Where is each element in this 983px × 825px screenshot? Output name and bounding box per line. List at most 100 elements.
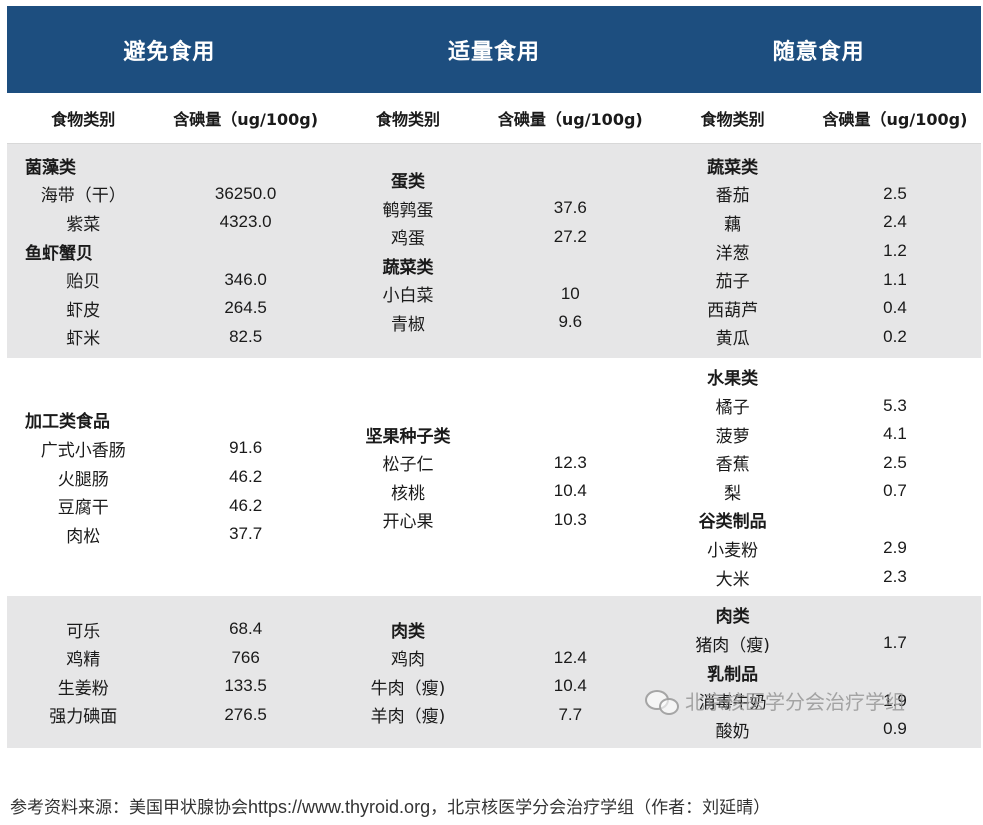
category-label: 鱼虾蟹贝: [7, 237, 332, 266]
food-row: 贻贝 346.0: [7, 265, 332, 294]
food-name: 松子仁: [382, 455, 434, 476]
iodine-value: 1.1: [883, 269, 907, 289]
category-label: 肉类: [332, 615, 657, 644]
iodine-value: 276.5: [224, 704, 267, 724]
band-column: 蔬菜类 番茄 2.5 藕 2.4 洋葱 1.2 茄子 1.1 西葫芦 0.4 黄瓜 0.2: [656, 144, 981, 358]
food-name: 豆腐干: [57, 498, 109, 519]
iodine-value: 766: [231, 647, 260, 667]
food-name: 开心果: [382, 512, 434, 533]
food-row: 可乐 68.4: [7, 615, 332, 644]
category-label: 水果类: [656, 363, 981, 392]
category-label: 谷类制品: [656, 506, 981, 535]
subheader-food-category: 食物类别: [375, 110, 440, 129]
table-band: 菌藻类 海带（干） 36250.0 紫菜 4323.0 鱼虾蟹贝 贻贝 346.0 虾皮 264.…: [7, 144, 981, 358]
category-text: 加工类食品: [25, 412, 110, 433]
food-row: 海带（干） 36250.0: [7, 180, 332, 209]
iodine-value: 2.9: [883, 538, 907, 558]
iodine-value: 46.2: [229, 495, 263, 515]
category-text: 肉类: [715, 607, 750, 628]
food-row: 紫菜 4323.0: [7, 208, 332, 237]
category-text: 鱼虾蟹贝: [25, 243, 93, 264]
food-row: 牛肉（瘦) 10.4: [332, 672, 657, 701]
header-moderate: 适量食用: [448, 39, 541, 65]
food-row: 鸡肉 12.4: [332, 643, 657, 672]
category-text: 乳制品: [707, 664, 759, 685]
iodine-value: 4.1: [883, 424, 907, 444]
food-name: 羊肉（瘦): [370, 707, 446, 728]
iodine-value: 0.2: [883, 326, 907, 346]
table-body: 菌藻类 海带（干） 36250.0 紫菜 4323.0 鱼虾蟹贝 贻贝 346.0 虾皮 264.…: [7, 144, 981, 748]
band-column: 坚果种子类 松子仁 12.3 核桃 10.4 开心果 10.3: [332, 358, 657, 596]
iodine-value: 0.7: [883, 481, 907, 501]
table-band: 加工类食品 广式小香肠 91.6 火腿肠 46.2 豆腐干 46.2 肉松 37.7 坚果种子类松…: [7, 358, 981, 596]
subheader-food-category: 食物类别: [51, 110, 116, 129]
food-name: 鸡蛋: [390, 229, 425, 250]
subheader-group: 食物类别 含碘量（ug/100g): [332, 93, 657, 143]
food-row: 鹌鹑蛋 37.6: [332, 194, 657, 223]
food-row: 小麦粉 2.9: [656, 534, 981, 563]
food-name: 小麦粉: [707, 540, 759, 561]
food-name: 虾米: [66, 329, 101, 350]
subheader-group: 食物类别 含碘量（ug/100g): [656, 93, 981, 143]
iodine-value: 2.5: [883, 452, 907, 472]
band-column: 菌藻类 海带（干） 36250.0 紫菜 4323.0 鱼虾蟹贝 贻贝 346.0 虾皮 264.…: [7, 144, 332, 358]
food-name: 可乐: [66, 621, 101, 642]
food-name: 猪肉（瘦): [695, 635, 770, 656]
band-column: 水果类 橘子 5.3 菠萝 4.1 香蕉 2.5 梨 0.7 谷类制品 小麦粉 2.9 大米 2.3: [656, 358, 981, 596]
iodine-value: 346.0: [224, 269, 267, 289]
food-row: 青椒 9.6: [332, 308, 657, 337]
food-name: 火腿肠: [57, 469, 109, 490]
food-name: 香蕉: [715, 455, 750, 476]
iodine-value: 10.4: [553, 676, 587, 696]
food-row: 菠萝 4.1: [656, 420, 981, 449]
category-label: 蛋类: [332, 165, 657, 194]
iodine-value: 10.3: [553, 509, 587, 529]
band-column: 肉类 猪肉（瘦) 1.7 乳制品 消毒牛奶 1.9 酸奶 0.9: [656, 596, 981, 748]
food-row: 大米 2.3: [656, 563, 981, 592]
band-column: 蛋类 鹌鹑蛋 37.6 鸡蛋 27.2 蔬菜类小白菜 10 青椒 9.6: [332, 144, 657, 358]
category-label: 蔬菜类: [332, 251, 657, 280]
subheader-group: 食物类别 含碘量（ug/100g): [7, 93, 332, 143]
iodine-table: 避免食用 适量食用 随意食用 食物类别 含碘量（ug/100g) 食物类别 含碘…: [7, 6, 981, 748]
food-name: 鸡肉: [390, 650, 425, 671]
iodine-value: 27.2: [553, 226, 587, 246]
category-label: 蔬菜类: [656, 151, 981, 180]
iodine-value: 10: [560, 283, 580, 303]
food-row: 洋葱 1.2: [656, 237, 981, 266]
food-row: 豆腐干 46.2: [7, 491, 332, 520]
food-name: 藕: [724, 214, 742, 235]
subheader-food-category: 食物类别: [700, 110, 765, 129]
food-row: 鸡精 766: [7, 643, 332, 672]
iodine-value: 133.5: [224, 676, 267, 696]
band-column: 肉类 鸡肉 12.4 牛肉（瘦) 10.4 羊肉（瘦) 7.7: [332, 596, 657, 748]
iodine-value: 2.3: [883, 567, 907, 587]
category-text: 谷类制品: [698, 512, 767, 533]
category-label: 坚果种子类: [332, 420, 657, 449]
food-row: 橘子 5.3: [656, 391, 981, 420]
category-text: 菌藻类: [25, 157, 76, 178]
iodine-value: 46.2: [229, 467, 263, 486]
header-avoid: 避免食用: [123, 39, 216, 65]
food-name: 鹌鹑蛋: [382, 200, 434, 221]
category-text: 肉类: [390, 621, 425, 642]
food-row: 藕 2.4: [656, 208, 981, 237]
subheader-iodine-content: 含碘量（ug/100g): [497, 110, 643, 129]
category-text: 蛋类: [390, 172, 425, 193]
food-name: 强力碘面: [49, 707, 118, 728]
food-name: 洋葱: [715, 243, 750, 264]
iodine-value: 12.4: [553, 647, 587, 667]
food-name: 菠萝: [715, 426, 750, 447]
food-name: 小白菜: [382, 286, 434, 307]
food-row: 松子仁 12.3: [332, 448, 657, 477]
category-text: 坚果种子类: [365, 426, 451, 447]
food-row: 开心果 10.3: [332, 506, 657, 535]
footnote-prefix: 参考资料来源：美国甲状腺协会: [10, 798, 248, 818]
food-row: 小白菜 10: [332, 280, 657, 309]
food-row: 香蕉 2.5: [656, 448, 981, 477]
footnote-url: https://www.thyroid.org: [248, 797, 431, 817]
column-subheader-row: 食物类别 含碘量（ug/100g) 食物类别 含碘量（ug/100g) 食物类别…: [7, 93, 981, 144]
food-row: 生姜粉 133.5: [7, 672, 332, 701]
iodine-value: 0.9: [883, 719, 907, 739]
food-row: 核桃 10.4: [332, 477, 657, 506]
food-name: 广式小香肠: [40, 440, 126, 461]
